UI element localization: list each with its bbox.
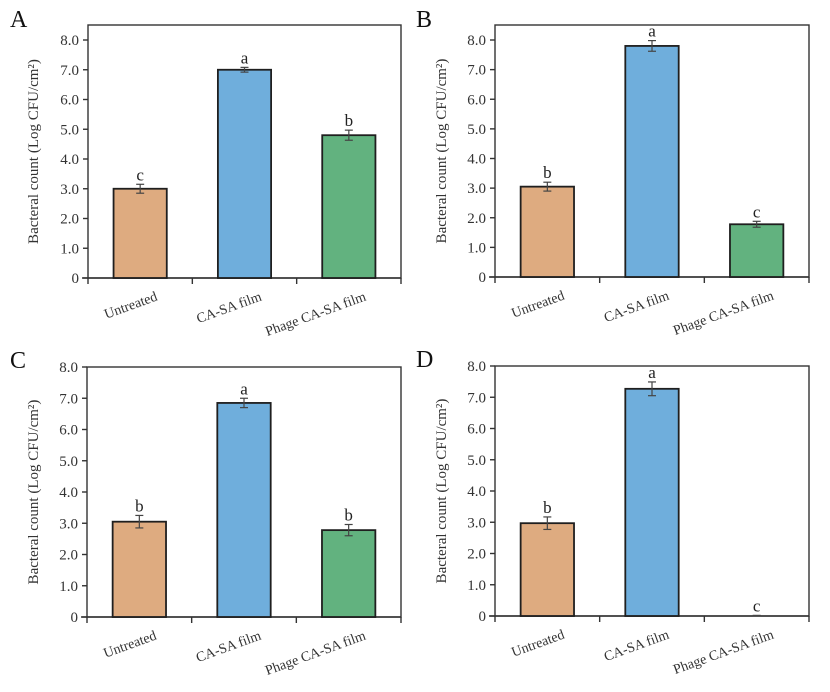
y-tick-label: 6.0	[60, 93, 79, 109]
bar-ca-sa-film	[624, 45, 680, 278]
y-tick-label: 0	[71, 610, 79, 626]
y-tick-label: 8.0	[60, 33, 79, 49]
panel-label: B	[416, 7, 432, 33]
y-tick-label: 8.0	[467, 33, 486, 49]
significance-label: b	[345, 111, 354, 130]
significance-label: a	[240, 379, 248, 398]
y-tick-label: 4.0	[59, 485, 78, 501]
panel-label: D	[416, 347, 433, 373]
y-tick-label: 2.0	[59, 548, 78, 564]
y-tick-label: 8.0	[467, 359, 486, 375]
y-tick-label: 6.0	[59, 423, 78, 439]
bar-untreated	[112, 187, 168, 279]
x-tick-label: Phage CA-SA film	[264, 290, 369, 340]
bar-phage-ca-sa-film	[321, 529, 377, 618]
x-tick-label: Untreated	[510, 628, 567, 661]
x-tick-label: Phage CA-SA film	[672, 289, 777, 339]
bar-phage-ca-sa-film	[729, 223, 785, 278]
y-tick-label: 1.0	[467, 578, 486, 594]
panel-label: C	[10, 348, 26, 374]
y-tick-label: 1.0	[60, 241, 79, 257]
x-tick-label: Untreated	[103, 290, 160, 323]
y-tick-label: 2.0	[60, 212, 79, 228]
y-axis-label: Bacteral count (Log CFU/cm²)	[434, 59, 450, 244]
y-tick-label: 5.0	[467, 453, 486, 469]
significance-label: b	[135, 496, 144, 515]
chart-panel-a: A 0 1.0 2.0 3.0 4.0 5.0 6.0 7.0 8.0 Bacteral count…	[10, 7, 402, 340]
x-tick-label: Phage CA-SA film	[672, 628, 777, 678]
bar-ca-sa-film	[216, 402, 272, 618]
y-axis-label: Bacteral count (Log CFU/cm²)	[26, 400, 42, 585]
chart-panel-d: D 0 1.0 2.0 3.0 4.0 5.0 6.0 7.0 8.0 Bacteral count…	[416, 347, 810, 678]
bar-untreated	[519, 185, 575, 278]
significance-label: c	[136, 165, 144, 184]
y-tick-label: 0	[479, 609, 487, 625]
panel-label: A	[10, 7, 28, 33]
y-axis-label: Bacteral count (Log CFU/cm²)	[26, 59, 42, 244]
bar-ca-sa-film	[624, 387, 680, 617]
y-tick-label: 2.0	[467, 547, 486, 563]
significance-label: a	[648, 363, 656, 382]
bar-untreated	[519, 522, 575, 617]
chart-panel-c: C 0 1.0 2.0 3.0 4.0 5.0 6.0 7.0 8.0 Bacteral count…	[10, 348, 402, 679]
y-tick-label: 7.0	[467, 63, 486, 79]
bar-untreated	[111, 520, 167, 618]
y-tick-label: 5.0	[467, 122, 486, 138]
significance-label: a	[648, 22, 656, 41]
y-tick-label: 0	[72, 271, 80, 287]
y-tick-label: 2.0	[467, 211, 486, 227]
y-tick-label: 3.0	[60, 182, 79, 198]
x-tick-label: CA-SA film	[195, 290, 264, 327]
y-tick-label: 3.0	[467, 181, 486, 197]
y-tick-label: 4.0	[467, 484, 486, 500]
y-axis-label: Bacteral count (Log CFU/cm²)	[434, 399, 450, 584]
y-tick-label: 8.0	[59, 360, 78, 376]
y-tick-label: 7.0	[59, 391, 78, 407]
y-tick-label: 4.0	[60, 152, 79, 168]
x-tick-label: Phage CA-SA film	[264, 629, 369, 679]
y-tick-label: 3.0	[59, 516, 78, 532]
significance-label: c	[753, 596, 761, 615]
y-tick-label: 1.0	[59, 579, 78, 595]
y-tick-label: 5.0	[59, 454, 78, 470]
significance-label: a	[241, 48, 249, 67]
y-tick-label: 1.0	[467, 240, 486, 256]
y-tick-label: 0	[479, 270, 487, 286]
x-tick-label: CA-SA film	[194, 629, 263, 666]
significance-label: b	[344, 506, 353, 525]
x-tick-label: Untreated	[510, 289, 567, 322]
x-tick-label: Untreated	[102, 629, 159, 662]
y-tick-label: 7.0	[467, 390, 486, 406]
bar-ca-sa-film	[216, 68, 273, 279]
y-tick-label: 7.0	[60, 63, 79, 79]
significance-label: b	[543, 163, 552, 182]
y-tick-label: 4.0	[467, 152, 486, 168]
x-tick-label: CA-SA film	[602, 628, 671, 665]
significance-label: b	[543, 498, 552, 517]
y-tick-label: 6.0	[467, 92, 486, 108]
bar-phage-ca-sa-film	[321, 134, 377, 279]
significance-label: c	[753, 202, 761, 221]
x-tick-label: CA-SA film	[602, 289, 671, 326]
y-tick-label: 5.0	[60, 122, 79, 138]
y-tick-label: 3.0	[467, 515, 486, 531]
chart-panel-b: B 0 1.0 2.0 3.0 4.0 5.0 6.0 7.0 8.0 Bacteral count…	[416, 7, 810, 339]
y-tick-label: 6.0	[467, 422, 486, 438]
